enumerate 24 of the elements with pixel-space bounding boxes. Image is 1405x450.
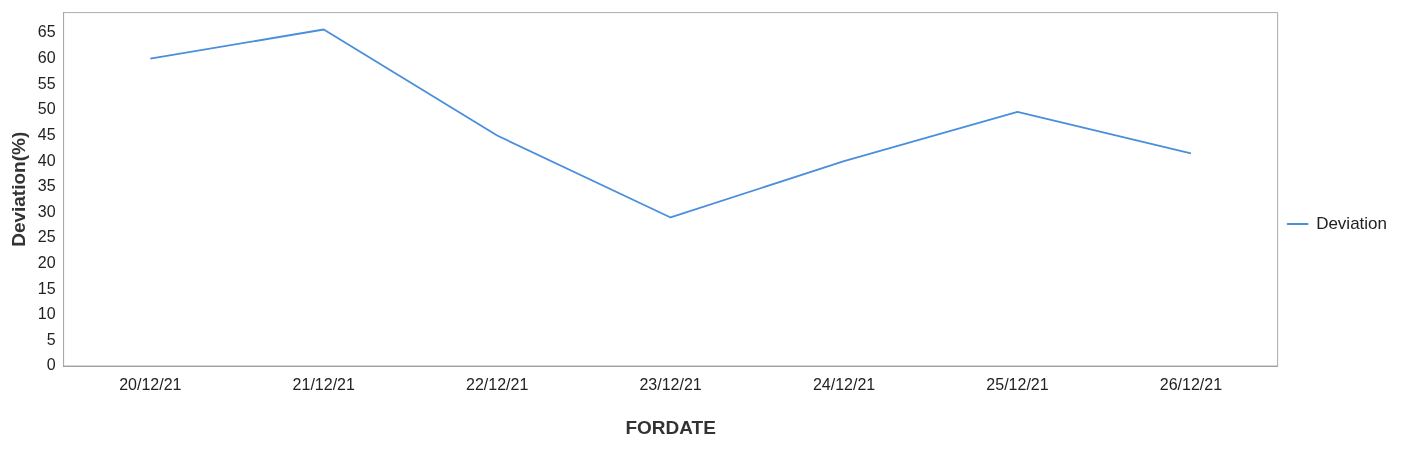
x-tick-label: 20/12/21 [119, 376, 182, 394]
y-tick-label: 40 [37, 151, 56, 169]
y-tick-label: 60 [37, 49, 56, 67]
y-tick-label: 25 [37, 228, 56, 246]
x-tick-label: 22/12/21 [466, 376, 529, 394]
y-tick-label: 65 [37, 23, 56, 41]
y-tick-label: 35 [37, 177, 56, 195]
legend-label: Deviation [1316, 213, 1387, 233]
y-tick-label: 55 [37, 74, 56, 92]
y-tick-label: 30 [37, 202, 56, 220]
y-tick-label: 10 [37, 305, 56, 323]
x-tick-label: 24/12/21 [812, 376, 876, 394]
y-tick-label: 50 [37, 100, 56, 118]
x-axis-title: FORDATE [625, 416, 716, 438]
y-tick-label: 0 [46, 356, 56, 374]
y-axis-title: Deviation(%) [7, 131, 29, 247]
y-tick-label: 15 [37, 279, 56, 297]
x-tick-label: 23/12/21 [639, 376, 702, 394]
y-tick-label: 5 [46, 330, 56, 348]
y-tick-label: 45 [37, 125, 56, 143]
x-tick-label: 25/12/21 [986, 376, 1049, 394]
y-tick-label: 20 [37, 253, 56, 271]
x-tick-label: 21/12/21 [292, 376, 355, 394]
x-tick-label: 26/12/21 [1159, 376, 1223, 394]
